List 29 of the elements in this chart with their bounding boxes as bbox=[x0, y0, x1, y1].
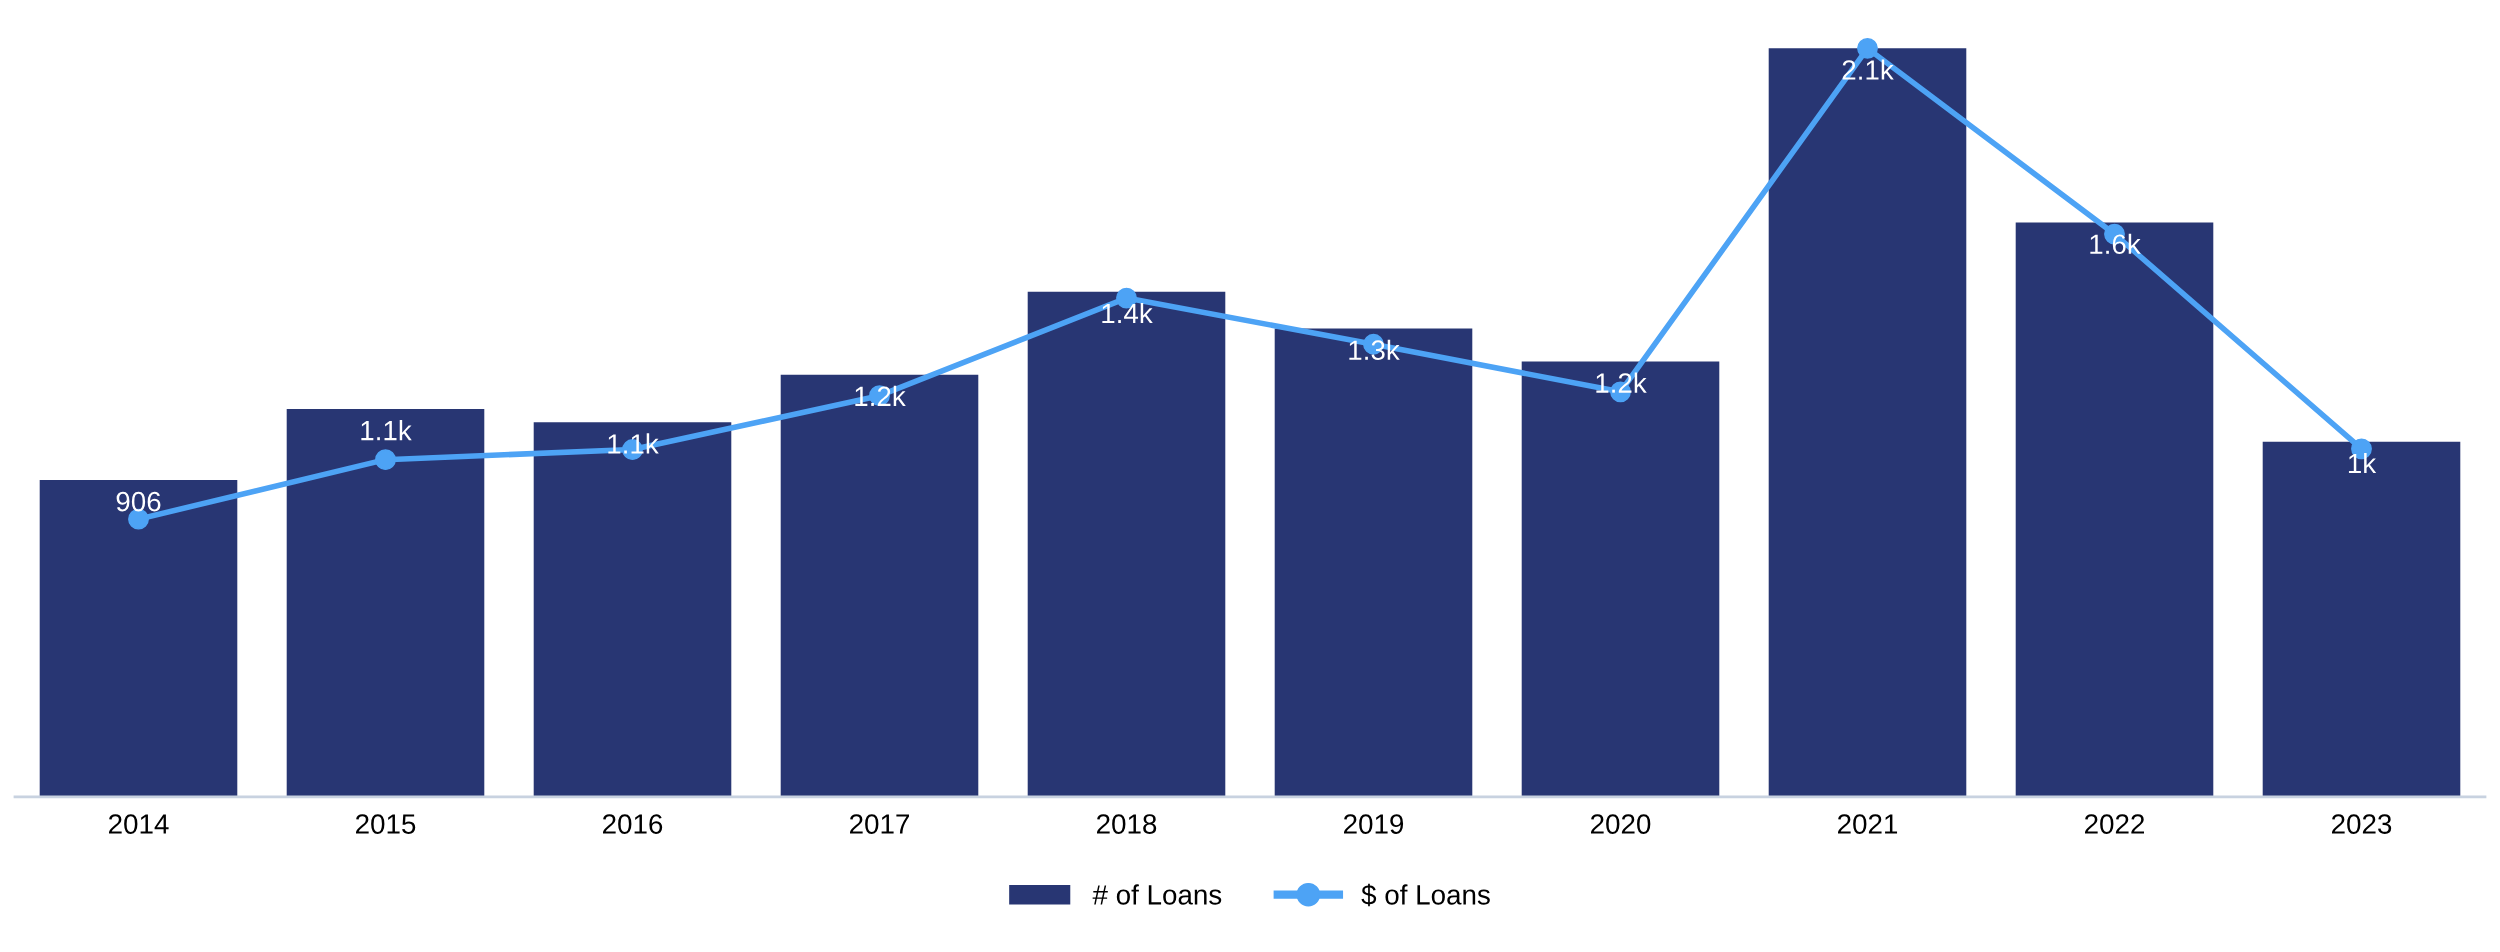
x-tick-label: 2021 bbox=[1838, 814, 1898, 834]
x-tick-label: 2015 bbox=[356, 814, 416, 834]
point bbox=[375, 449, 396, 471]
bar bbox=[39, 479, 238, 797]
bar bbox=[2262, 441, 2461, 797]
x-tick-label: 2018 bbox=[1097, 814, 1157, 834]
legend-label: $ of Loans bbox=[1361, 883, 1490, 907]
bar bbox=[1274, 328, 1473, 797]
data-label: 1.4k bbox=[1102, 302, 1153, 324]
point bbox=[1857, 37, 1878, 59]
bar bbox=[1768, 48, 1967, 797]
x-tick-label: 2023 bbox=[2332, 814, 2392, 834]
x-tick-label: 2014 bbox=[109, 814, 169, 834]
x-tick-label: 2020 bbox=[1591, 814, 1651, 834]
bar bbox=[780, 374, 979, 797]
bar bbox=[286, 408, 485, 797]
x-tick-label: 2019 bbox=[1344, 814, 1404, 834]
data-label: 906 bbox=[116, 491, 161, 512]
x-tick-label: 2016 bbox=[603, 814, 663, 834]
data-label: 1.1k bbox=[361, 420, 412, 441]
data-label: 1k bbox=[2348, 452, 2377, 474]
bar bbox=[533, 422, 732, 797]
legend-label: # of Loans bbox=[1092, 884, 1222, 905]
x-tick-label: 2022 bbox=[2085, 814, 2145, 834]
bar bbox=[1027, 291, 1226, 797]
data-label: 1.1k bbox=[608, 433, 659, 454]
bar bbox=[1521, 361, 1720, 797]
x-tick-label: 2017 bbox=[850, 814, 910, 834]
bar bbox=[2015, 222, 2214, 797]
